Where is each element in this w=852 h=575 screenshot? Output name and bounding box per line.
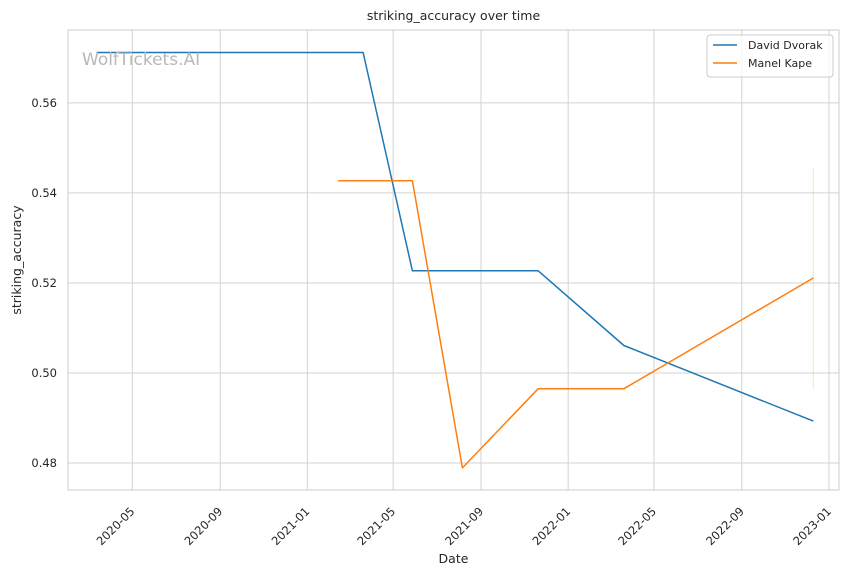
x-tick-label: 2022-05 (615, 504, 659, 548)
y-tick-label: 0.48 (31, 456, 57, 470)
x-axis-label: Date (439, 551, 469, 566)
legend: David Dvorak Manel Kape (706, 34, 834, 78)
series-layer (96, 51, 814, 469)
chart-title: striking_accuracy over time (367, 8, 541, 23)
x-tick-label: 2021-05 (354, 504, 398, 548)
x-tick-label: 2021-09 (442, 504, 486, 548)
y-tick-label: 0.56 (31, 96, 57, 110)
y-axis-label: striking_accuracy (9, 205, 24, 315)
y-tick-label: 0.52 (31, 276, 57, 290)
x-tick-label: 2021-01 (269, 504, 313, 548)
x-tick-label: 2022-09 (703, 504, 747, 548)
x-tick-label: 2020-09 (181, 504, 225, 548)
legend-label: Manel Kape (748, 57, 812, 70)
x-tick-label: 2023-01 (790, 504, 834, 548)
x-tick-label: 2022-01 (529, 504, 573, 548)
y-axis: 0.48 0.50 0.52 0.54 0.56 (31, 96, 57, 470)
series-line (96, 51, 814, 422)
legend-box (706, 34, 834, 78)
y-tick-label: 0.54 (31, 186, 57, 200)
grid-lines (68, 30, 839, 490)
x-tick-label: 2020-05 (94, 504, 138, 548)
plot-border (67, 29, 840, 491)
plot-frame (67, 29, 840, 491)
series-line (338, 180, 814, 469)
x-axis: 2020-05 2020-09 2021-01 2021-05 2021-09 2022-… (94, 504, 835, 548)
watermark: WolfTickets.AI (82, 50, 200, 70)
series-david-dvorak (96, 51, 814, 422)
legend-label: David Dvorak (748, 39, 823, 52)
y-tick-label: 0.50 (31, 366, 57, 380)
series-manel-kape (338, 167, 814, 469)
